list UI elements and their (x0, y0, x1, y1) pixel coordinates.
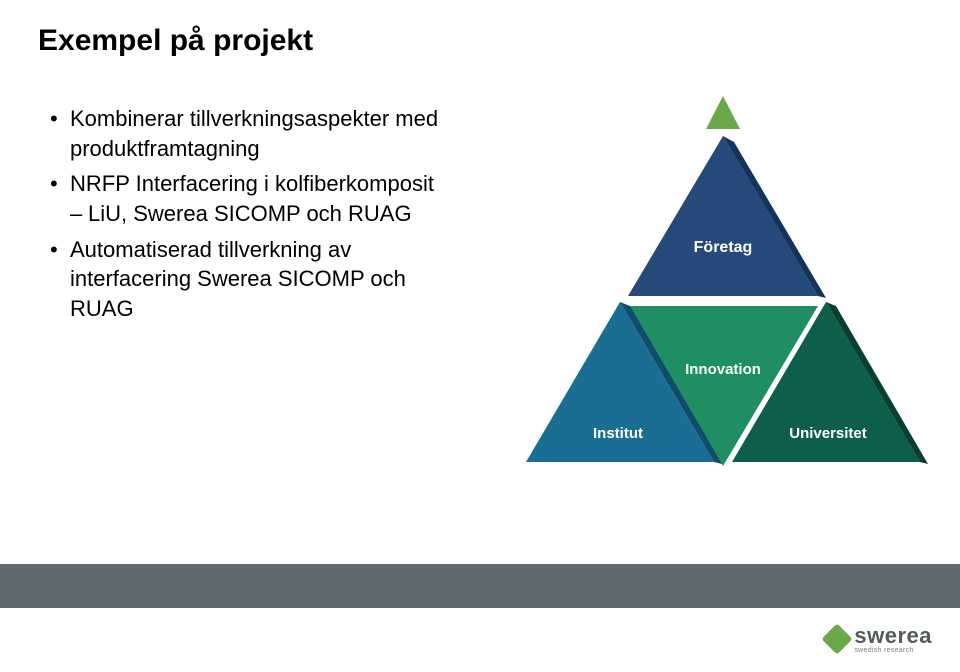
pyramid-label-top: Företag (694, 239, 753, 256)
bullet-text: Kombinerar tillverkningsaspekter med pro… (70, 106, 438, 161)
footer-bar (0, 564, 960, 608)
pyramid-diagram: Företag Innovation Institut Universitet (508, 74, 938, 504)
bullet-text: Automatiserad tillverkning av interfacer… (70, 237, 406, 321)
bullet-list: Kombinerar tillverkningsaspekter med pro… (50, 104, 470, 330)
logo-text: swerea (854, 623, 932, 649)
pyramid-label-middle: Innovation (685, 361, 761, 378)
bullet-item: Kombinerar tillverkningsaspekter med pro… (50, 104, 470, 163)
pyramid-label-right: Universitet (789, 425, 867, 442)
logo-text-wrap: swerea swedish research (854, 623, 932, 654)
logo: swerea swedish research (826, 623, 932, 654)
pyramid-cap (706, 96, 740, 129)
pyramid-label-left: Institut (593, 425, 643, 442)
slide: Exempel på projekt Kombinerar tillverkni… (0, 0, 960, 672)
pyramid-top-face (628, 136, 818, 296)
bullet-item: Automatiserad tillverkning av interfacer… (50, 235, 470, 324)
pyramid-svg: Företag Innovation Institut Universitet (508, 74, 938, 504)
bullet-text: NRFP Interfacering i kolfiberkomposit (70, 171, 434, 196)
logo-mark-icon (822, 623, 853, 654)
page-title: Exempel på projekt (38, 24, 313, 58)
sub-bullet-item: LiU, Swerea SICOMP och RUAG (70, 199, 470, 229)
bullet-item: NRFP Interfacering i kolfiberkomposit Li… (50, 169, 470, 228)
sub-bullet-text: LiU, Swerea SICOMP och RUAG (88, 201, 412, 226)
